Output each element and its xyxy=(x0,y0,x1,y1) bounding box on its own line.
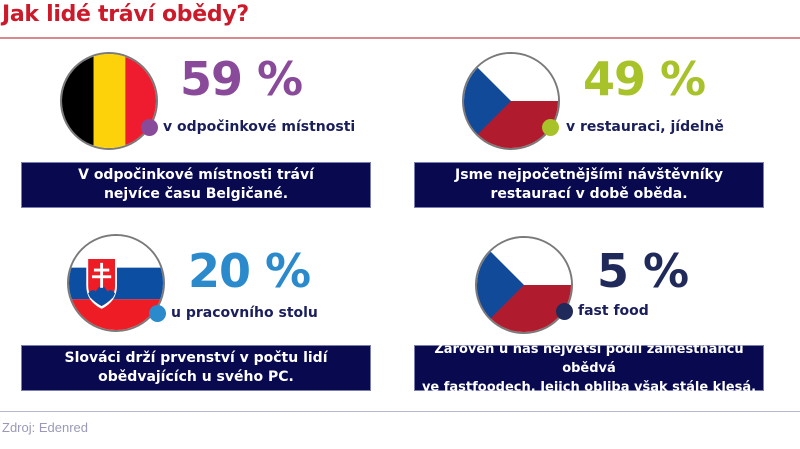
note-line: Slováci drží prvenství v počtu lidí xyxy=(64,350,328,366)
category-label: v odpočinkové místnosti xyxy=(163,119,356,135)
note-box: V odpočinkové místnosti tráví nejvíce ča… xyxy=(21,162,371,208)
note-line: Jsme nejpočetnějšími návštěvníky xyxy=(455,167,723,183)
percent-value: 49 % xyxy=(583,52,706,106)
category-label: u pracovního stolu xyxy=(171,305,318,321)
title-divider xyxy=(0,37,800,39)
belgium-flag-icon xyxy=(60,52,158,150)
note-line: restaurací v době oběda. xyxy=(490,186,688,202)
bullet-dot-icon xyxy=(542,119,559,136)
source-caption: Zdroj: Edenred xyxy=(2,420,88,435)
note-box: Zároveň u nás největší podíl zaměstnanců… xyxy=(414,342,764,395)
percent-value: 59 % xyxy=(180,52,303,106)
page-title: Jak lidé tráví obědy? xyxy=(2,2,249,27)
bullet-dot-icon xyxy=(141,119,158,136)
category-label: v restauraci, jídelně xyxy=(566,119,724,135)
note-line: V odpočinkové místnosti tráví xyxy=(78,167,314,183)
note-line: ve fastfoodech. Jejich obliba však stále… xyxy=(421,379,757,395)
note-line: Zároveň u nás největší podíl zaměstnanců… xyxy=(434,341,744,376)
percent-value: 20 % xyxy=(188,244,311,298)
note-line: obědvajících u svého PC. xyxy=(98,369,294,385)
note-line: nejvíce času Belgičané. xyxy=(103,186,289,202)
percent-value: 5 % xyxy=(597,244,689,298)
bullet-dot-icon xyxy=(556,303,573,320)
footer-divider xyxy=(0,411,800,412)
note-box: Slováci drží prvenství v počtu lidí oběd… xyxy=(21,345,371,391)
czech-flag-icon xyxy=(475,236,573,334)
note-box: Jsme nejpočetnějšími návštěvníky restaur… xyxy=(414,162,764,208)
czech-flag-icon xyxy=(462,52,560,150)
category-label: fast food xyxy=(578,303,649,319)
bullet-dot-icon xyxy=(149,305,166,322)
